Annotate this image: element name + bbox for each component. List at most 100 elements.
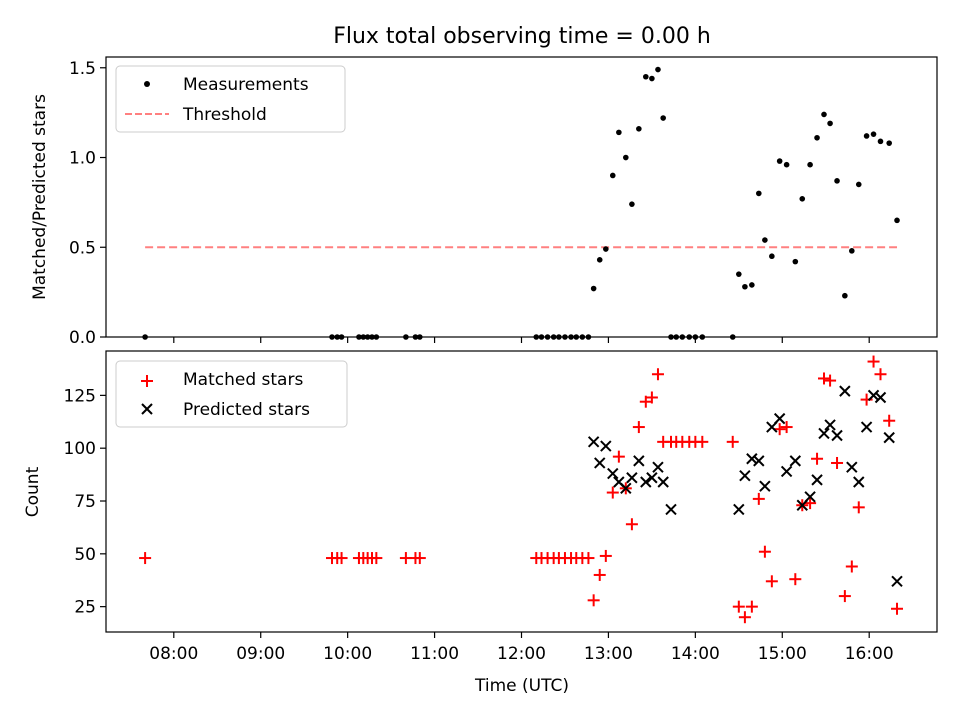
matched-star-point [335, 552, 348, 565]
predicted-star-point [665, 503, 677, 516]
x-tick-label: 11:00 [410, 644, 459, 664]
matched-star-point [632, 421, 645, 434]
x-tick-label: 16:00 [845, 644, 894, 664]
top-legend-box [115, 65, 346, 133]
matched-star-point [625, 518, 638, 531]
measurement-point [623, 154, 629, 161]
bottom-panel: 25 50 75 100 125 08:00 09:00 10:00 11:00 12:00 13… [23, 350, 938, 664]
measurement-point [827, 120, 833, 127]
measurement-point [660, 115, 666, 121]
measurement-point [412, 334, 419, 340]
matched-star-point [824, 374, 837, 387]
matched-star-point [726, 435, 739, 448]
y-tick-label: 125 [64, 386, 96, 406]
predicted-star-point [746, 453, 758, 465]
predicted-star-point [759, 480, 771, 492]
legend-predicted-marker [141, 403, 153, 415]
measurement-point [585, 334, 592, 340]
measurement-point [416, 334, 423, 340]
measurement-point [679, 334, 686, 340]
predicted-star-point [657, 476, 669, 488]
legend-matched-label: Matched stars [183, 370, 303, 390]
measurement-point [616, 129, 622, 136]
measurement-point [403, 334, 409, 340]
predicted-star-point [652, 461, 664, 473]
legend-threshold-label: Threshold [182, 105, 267, 125]
matched-star-point [789, 573, 802, 586]
measurement-point [603, 246, 609, 252]
matched-star-point [804, 497, 817, 510]
predicted-star-point [753, 455, 765, 467]
measurement-point [814, 134, 820, 141]
measurement-point [556, 334, 562, 340]
x-axis-label: Time (UTC) [474, 676, 569, 696]
predicted-star-point [600, 440, 612, 452]
y-tick-label: 1.5 [69, 59, 96, 79]
measurement-point [886, 140, 892, 146]
matched-star-point [593, 568, 606, 581]
top-legend: Measurements Threshold [115, 65, 346, 133]
measurement-point [369, 334, 375, 340]
bottom-legend-box [115, 360, 348, 428]
y-tick-label: 25 [74, 598, 96, 618]
bottom-y-ticks: 25 50 75 100 125 [64, 386, 106, 618]
matched-star-point [758, 545, 771, 558]
matched-star-point [773, 423, 786, 436]
matched-star-point [738, 611, 751, 624]
measurement-point [877, 138, 884, 145]
predicted-star-point [587, 436, 600, 448]
y-tick-label: 50 [74, 545, 96, 565]
predicted-star-point [883, 431, 895, 444]
bottom-plot-marks [139, 355, 904, 624]
bottom-legend: Matched stars Predicted stars [115, 360, 348, 428]
matched-star-point [852, 501, 865, 514]
measurement-point [562, 334, 568, 340]
measurement-point [842, 292, 848, 299]
matched-star-point [891, 602, 904, 615]
predicted-star-point [594, 457, 606, 469]
matched-star-point [732, 600, 745, 613]
predicted-star-point [626, 472, 638, 484]
legend-predicted-label: Predicted stars [183, 400, 310, 420]
top-plot-marks [142, 66, 900, 340]
measurement-point [533, 334, 540, 340]
bottom-x-ticks: 08:00 09:00 10:00 11:00 12:00 13:00 14:00 15:00… [149, 632, 894, 664]
legend-measurements-label: Measurements [183, 75, 309, 95]
matched-star-point [817, 372, 830, 385]
matched-star-point [370, 552, 383, 565]
predicted-star-point [811, 474, 823, 486]
predicted-star-point [780, 465, 793, 478]
measurement-point [799, 195, 806, 202]
measurement-point [360, 334, 367, 340]
measurement-point [629, 201, 635, 207]
matched-star-point [587, 594, 600, 607]
x-tick-label: 12:00 [497, 644, 546, 664]
matched-star-point [645, 391, 658, 404]
measurement-point [538, 334, 545, 340]
x-tick-label: 08:00 [149, 644, 198, 664]
measurement-point [699, 334, 706, 340]
predicted-star-point [839, 385, 851, 397]
predicted-star-point [891, 575, 903, 588]
measurement-point [334, 334, 341, 340]
predicted-star-point [874, 391, 887, 404]
predicted-star-point [633, 455, 645, 467]
measurement-point [573, 334, 580, 340]
measurement-point [643, 73, 649, 80]
x-tick-label: 14:00 [671, 644, 720, 664]
measurement-point [373, 334, 380, 340]
measurement-point [329, 334, 335, 340]
matched-star-point [765, 575, 778, 588]
measurement-point [834, 178, 840, 184]
matched-star-point [845, 560, 858, 573]
measurement-point [686, 334, 693, 340]
matched-star-point [413, 552, 426, 565]
predicted-star-point [789, 455, 802, 467]
predicted-star-point [860, 421, 873, 433]
figure-title: Flux total observing time = 0.00 h [333, 24, 711, 49]
x-tick-label: 10:00 [323, 644, 372, 664]
matched-star-point [651, 368, 664, 381]
measurement-point [762, 237, 768, 243]
predicted-star-point [867, 389, 880, 402]
